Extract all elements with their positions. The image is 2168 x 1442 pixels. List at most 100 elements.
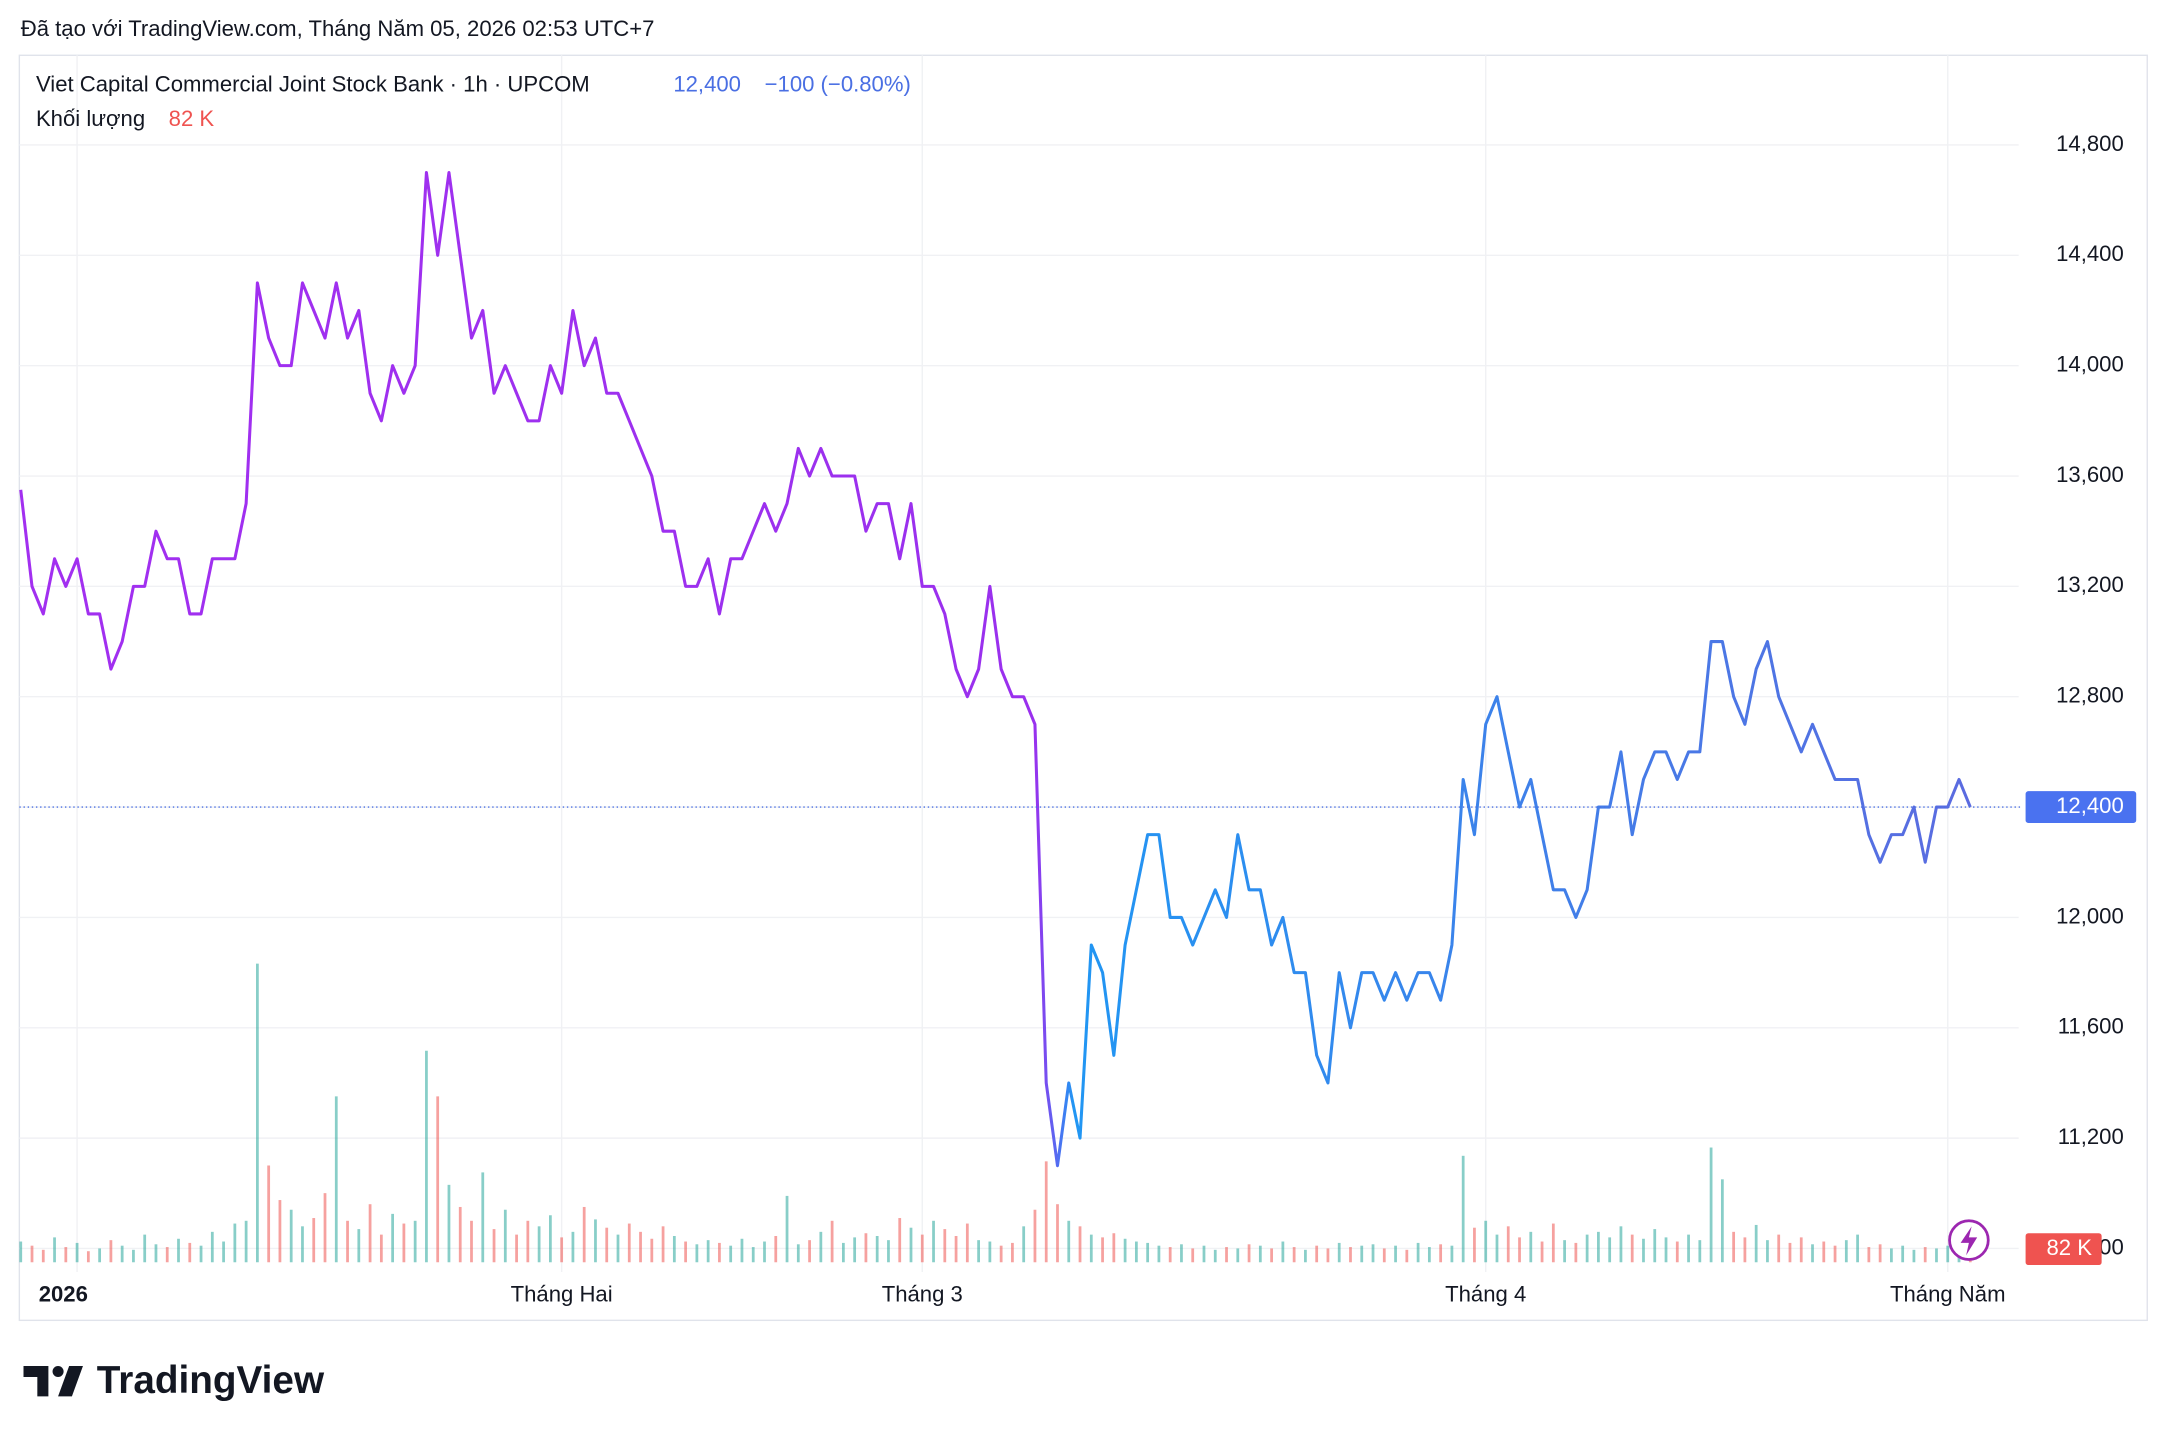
volume-bar xyxy=(165,1247,169,1263)
y-tick-label: 14,400 xyxy=(2056,241,2124,266)
volume-bar xyxy=(1146,1242,1150,1263)
volume-bar xyxy=(1315,1245,1319,1263)
volume-bar xyxy=(785,1195,789,1263)
logo-dot xyxy=(52,1365,64,1378)
volume-bar xyxy=(594,1219,597,1263)
x-tick-label: Tháng Năm xyxy=(1890,1281,2006,1306)
last-price-badge xyxy=(2025,791,2137,823)
volume-bar xyxy=(1495,1234,1499,1263)
volume-bar xyxy=(312,1218,316,1263)
volume-bar xyxy=(796,1244,800,1263)
y-tick-label: 11,600 xyxy=(2058,1014,2124,1039)
volume-bar xyxy=(481,1172,485,1263)
volume-bar xyxy=(661,1226,665,1263)
volume-bar xyxy=(357,1229,361,1263)
volume-bar xyxy=(492,1229,496,1263)
volume-bar xyxy=(1799,1237,1803,1263)
volume-bar xyxy=(233,1223,237,1263)
volume-bar xyxy=(210,1231,214,1263)
volume-bar xyxy=(740,1238,744,1263)
volume-bar xyxy=(1856,1234,1859,1263)
volume-bar xyxy=(1281,1241,1285,1263)
volume-bar xyxy=(1270,1248,1273,1263)
volume-bar xyxy=(1349,1247,1352,1263)
volume-bar xyxy=(1529,1231,1533,1263)
volume-bar xyxy=(1247,1244,1251,1263)
volume-bar xyxy=(199,1245,203,1263)
volume-bar xyxy=(1067,1220,1071,1263)
volume-bar xyxy=(549,1215,552,1263)
volume-bar xyxy=(1844,1240,1848,1263)
volume-bar xyxy=(650,1238,654,1263)
volume-bar xyxy=(1912,1249,1916,1263)
volume-bar xyxy=(1044,1161,1048,1263)
volume-bar xyxy=(1675,1241,1679,1263)
volume-bar xyxy=(639,1231,642,1263)
volume-bar xyxy=(1766,1240,1769,1263)
volume-bar xyxy=(1382,1248,1386,1263)
volume-bar xyxy=(1720,1179,1724,1263)
volume-bar xyxy=(64,1247,68,1263)
volume-bar xyxy=(244,1220,248,1263)
chart-frame xyxy=(18,54,2148,1322)
x-tick-label: Tháng Hai xyxy=(511,1281,613,1306)
volume-bar xyxy=(1597,1231,1600,1263)
volume-bar xyxy=(988,1241,992,1263)
volume-bar xyxy=(1833,1245,1837,1263)
volume-bar xyxy=(1033,1209,1037,1263)
volume-bar xyxy=(526,1220,530,1263)
volume-bar xyxy=(706,1240,710,1263)
volume-bar xyxy=(1743,1237,1747,1263)
last-price: 12,400 xyxy=(673,72,741,97)
volume-bar xyxy=(1337,1242,1341,1263)
volume-bar xyxy=(1157,1245,1161,1263)
volume-bar xyxy=(109,1240,113,1263)
volume-badge xyxy=(2025,1233,2102,1266)
volume-bar xyxy=(819,1231,823,1263)
volume-bar xyxy=(1360,1245,1364,1263)
volume-bar xyxy=(1427,1247,1431,1263)
logo-mark xyxy=(58,1365,83,1397)
volume-bar xyxy=(1304,1249,1307,1263)
volume-bar xyxy=(672,1236,676,1263)
volume-bar xyxy=(943,1229,947,1263)
volume-bar xyxy=(537,1226,541,1263)
volume-bar xyxy=(627,1223,631,1263)
volume-bar xyxy=(222,1241,225,1263)
volume-bar xyxy=(1112,1233,1116,1263)
volume-bar xyxy=(909,1227,913,1263)
y-tick-label: 11,200 xyxy=(2058,1124,2124,1149)
volume-bar xyxy=(515,1234,518,1263)
volume-bar xyxy=(278,1200,282,1263)
volume-bar xyxy=(1473,1227,1476,1263)
volume-bar xyxy=(1619,1226,1623,1263)
volume-bar xyxy=(1225,1247,1228,1263)
volume-bar xyxy=(1191,1248,1195,1263)
volume-bar xyxy=(1946,1245,1950,1263)
volume-bar xyxy=(470,1220,473,1263)
volume-bar xyxy=(1653,1229,1657,1263)
volume-bar xyxy=(1416,1242,1420,1263)
volume-bar xyxy=(1011,1242,1014,1263)
volume-bar xyxy=(98,1248,102,1263)
volume-bar xyxy=(1867,1247,1871,1263)
volume-bar xyxy=(808,1240,811,1263)
volume-bar xyxy=(954,1236,958,1263)
volume-bar xyxy=(898,1218,902,1263)
volume-bar xyxy=(1585,1234,1589,1263)
volume-bar xyxy=(920,1234,924,1263)
price-change: −100 (−0.80%) xyxy=(765,72,911,97)
y-tick-label: 14,800 xyxy=(2056,131,2124,156)
volume-bar xyxy=(1698,1240,1702,1263)
volume-bar xyxy=(830,1220,834,1263)
volume-bar xyxy=(1901,1245,1905,1263)
y-tick-label: 13,200 xyxy=(2056,572,2124,597)
volume-bar xyxy=(323,1193,327,1263)
volume-bar xyxy=(887,1240,890,1263)
volume-bar xyxy=(86,1251,90,1263)
volume-bar xyxy=(1551,1223,1555,1263)
volume-bar xyxy=(334,1096,338,1263)
volume-bar xyxy=(503,1209,507,1263)
volume-bar xyxy=(571,1231,575,1263)
